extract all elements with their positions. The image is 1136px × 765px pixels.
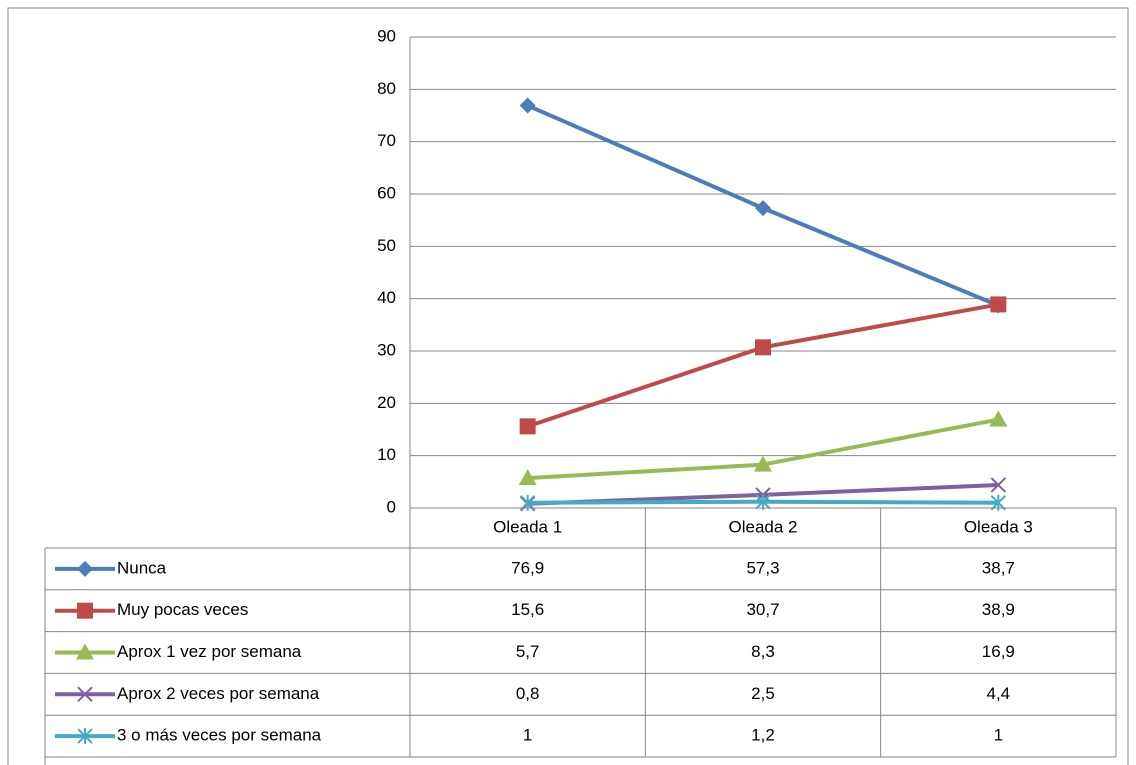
marker — [754, 455, 772, 472]
x-tick-label: Oleada 3 — [964, 517, 1033, 536]
y-tick-label: 30 — [377, 340, 396, 359]
y-tick-label: 0 — [387, 497, 396, 516]
marker — [989, 410, 1008, 427]
marker — [990, 494, 1007, 511]
legend-label: Muy pocas veces — [117, 600, 248, 619]
marker — [519, 418, 536, 435]
table-value: 2,5 — [751, 684, 775, 703]
x-tick-label: Oleada 1 — [493, 517, 562, 536]
y-tick-label: 40 — [377, 288, 396, 307]
table-value: 1 — [523, 726, 532, 745]
y-tick-label: 90 — [377, 26, 396, 45]
marker — [518, 469, 537, 486]
table-value: 1,2 — [751, 726, 775, 745]
y-tick-label: 50 — [377, 236, 396, 255]
table-value: 16,9 — [982, 642, 1015, 661]
marker — [755, 339, 771, 356]
marker — [990, 296, 1007, 313]
table-value: 38,7 — [982, 558, 1015, 577]
marker — [755, 493, 771, 510]
y-tick-label: 10 — [377, 445, 396, 464]
legend-label: Aprox 2 veces por semana — [117, 684, 320, 703]
table-value: 4,4 — [987, 684, 1011, 703]
series-line — [527, 302, 999, 429]
marker — [519, 494, 536, 511]
table-value: 38,9 — [982, 600, 1015, 619]
table-value: 15,6 — [511, 600, 544, 619]
legend-marker — [76, 643, 94, 660]
marker — [755, 200, 771, 217]
legend-marker — [77, 728, 93, 745]
legend-marker — [77, 560, 93, 577]
legend-label: Aprox 1 vez por semana — [117, 642, 302, 661]
table-value: 76,9 — [511, 558, 544, 577]
table-value: 5,7 — [516, 642, 540, 661]
marker — [519, 97, 536, 114]
table-value: 57,3 — [746, 558, 779, 577]
table-value: 30,7 — [746, 600, 779, 619]
table-value: 1 — [994, 726, 1003, 745]
chart-frame — [7, 7, 1129, 765]
legend-marker — [77, 686, 93, 703]
marker — [990, 477, 1007, 493]
table-value: 0,8 — [516, 684, 540, 703]
y-tick-label: 80 — [377, 79, 396, 98]
y-tick-label: 60 — [377, 183, 396, 202]
legend-label: Nunca — [117, 558, 167, 577]
y-tick-label: 70 — [377, 131, 396, 150]
legend-marker — [77, 602, 93, 619]
table-value: 8,3 — [751, 642, 775, 661]
x-tick-label: Oleada 2 — [729, 517, 798, 536]
y-tick-label: 20 — [377, 393, 396, 412]
legend-label: 3 o más veces por semana — [117, 726, 322, 745]
